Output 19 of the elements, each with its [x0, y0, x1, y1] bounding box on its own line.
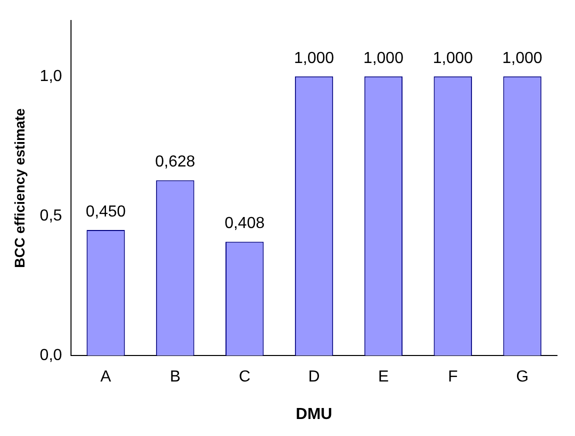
data-label: 0,450: [86, 203, 126, 220]
x-tick-label: E: [378, 368, 389, 386]
data-label: 1,000: [363, 50, 404, 67]
y-tick-label: 0,0: [40, 347, 62, 364]
x-tick-label: C: [238, 368, 250, 386]
x-tick-label: F: [448, 368, 458, 386]
y-tick-label: 1,0: [40, 68, 62, 85]
data-label: 0,408: [224, 215, 265, 232]
data-label: 1,000: [502, 50, 542, 67]
y-axis-title: BCC efficiency estimate: [11, 108, 28, 268]
x-tick-label: G: [516, 368, 529, 386]
x-axis-title: DMU: [296, 406, 332, 423]
y-tick-label: 0,5: [40, 207, 62, 224]
data-label: 1,000: [294, 50, 334, 67]
x-tick-label: A: [100, 368, 112, 386]
x-tick-label: D: [308, 368, 320, 386]
data-label: 1,000: [432, 50, 473, 67]
x-tick-label: B: [170, 368, 181, 386]
data-label: 0,628: [155, 154, 196, 171]
